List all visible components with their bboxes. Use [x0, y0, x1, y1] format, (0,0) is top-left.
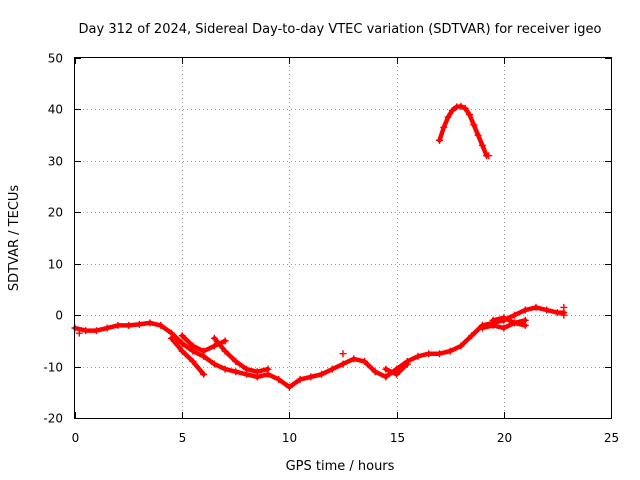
data-point: [221, 365, 229, 373]
data-point: [560, 303, 568, 311]
y-tick-label: 20: [48, 206, 63, 220]
y-tick-label: -10: [43, 361, 63, 375]
data-point: [135, 320, 143, 328]
data-point: [560, 311, 568, 319]
data-point: [243, 365, 251, 373]
data-point: [478, 324, 486, 332]
y-tick-label: 30: [48, 155, 63, 169]
data-point: [457, 342, 465, 350]
data-point: [393, 370, 401, 378]
y-tick-label: 50: [48, 52, 63, 66]
y-axis-label: SDTVAR / TECUs: [7, 185, 22, 292]
data-point: [350, 355, 358, 363]
data-point: [521, 306, 529, 314]
data-point: [82, 327, 90, 335]
data-point: [470, 121, 478, 129]
tick-layer: 0 5 10 15 20 25 -20 -10 0 10 20 30 40 50: [43, 52, 619, 446]
data-point: [200, 347, 208, 355]
data-point: [382, 373, 390, 381]
x-axis-label: GPS time / hours: [286, 459, 395, 474]
data-point: [457, 102, 465, 110]
data-point: [485, 152, 493, 160]
data-point: [103, 324, 111, 332]
data-point: [468, 332, 476, 340]
data-point: [275, 375, 283, 383]
x-tick-label: 0: [72, 431, 80, 445]
data-point: [543, 306, 551, 314]
data-point: [328, 365, 336, 373]
data-point: [318, 370, 326, 378]
data-point: [232, 368, 240, 376]
data-point: [532, 303, 540, 311]
data-point: [189, 357, 197, 365]
data-point: [444, 113, 452, 121]
data-point: [221, 337, 229, 345]
data-point: [92, 327, 100, 335]
data-point: [435, 136, 443, 144]
data-point: [553, 309, 561, 317]
data-point: [500, 324, 508, 332]
data-point: [75, 329, 83, 337]
data-point: [221, 347, 229, 355]
data-point: [446, 347, 454, 355]
data-point: [371, 368, 379, 376]
data-point: [382, 365, 390, 373]
x-tick-label: 25: [604, 431, 619, 445]
series-main-trace: [72, 305, 567, 390]
x-tick-label: 20: [497, 431, 512, 445]
data-point: [478, 141, 486, 149]
data-point: [425, 350, 433, 358]
x-tick-label: 10: [282, 431, 297, 445]
data-point: [146, 319, 154, 327]
data-point: [285, 383, 293, 391]
data-point: [511, 319, 519, 327]
data-point: [178, 332, 186, 340]
data-point: [232, 357, 240, 365]
y-tick-label: 10: [48, 258, 63, 272]
data-point: [210, 334, 218, 342]
data-point: [253, 368, 261, 376]
data-point: [448, 106, 456, 114]
data-point: [178, 347, 186, 355]
data-point: [307, 373, 315, 381]
data-point: [414, 352, 422, 360]
x-tick-label: 5: [179, 431, 187, 445]
data-point: [296, 375, 304, 383]
series-arc: [437, 104, 489, 158]
chart-title: Day 312 of 2024, Sidereal Day-to-day VTE…: [79, 22, 602, 37]
data-point: [521, 321, 529, 329]
data-point: [500, 314, 508, 322]
data-point: [210, 360, 218, 368]
data-point: [167, 334, 175, 342]
data-point: [474, 131, 482, 139]
y-tick-label: -20: [43, 412, 63, 426]
data-point: [178, 339, 186, 347]
data-point: [435, 350, 443, 358]
data-point: [461, 104, 469, 112]
data-point: [125, 321, 133, 329]
data-point: [403, 360, 411, 368]
data-point: [264, 365, 272, 373]
data-point: [511, 311, 519, 319]
data-point: [210, 342, 218, 350]
data-point: [465, 111, 473, 119]
data-point: [339, 360, 347, 368]
data-point: [489, 316, 497, 324]
plot-frame: [74, 57, 612, 419]
x-tick-label: 15: [390, 431, 405, 445]
data-point: [360, 357, 368, 365]
data-point: [440, 123, 448, 131]
series-branch-a: [169, 336, 206, 377]
series-layer: [71, 102, 568, 391]
y-tick-label: 0: [55, 309, 63, 323]
series-branch-f: [490, 315, 528, 328]
data-point: [339, 350, 347, 358]
data-point: [200, 370, 208, 378]
data-point: [114, 321, 122, 329]
y-tick-label: 40: [48, 103, 63, 117]
data-point: [189, 342, 197, 350]
data-point: [157, 321, 165, 329]
